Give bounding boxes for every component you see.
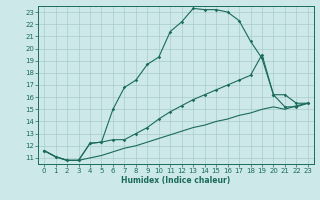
X-axis label: Humidex (Indice chaleur): Humidex (Indice chaleur) — [121, 176, 231, 185]
